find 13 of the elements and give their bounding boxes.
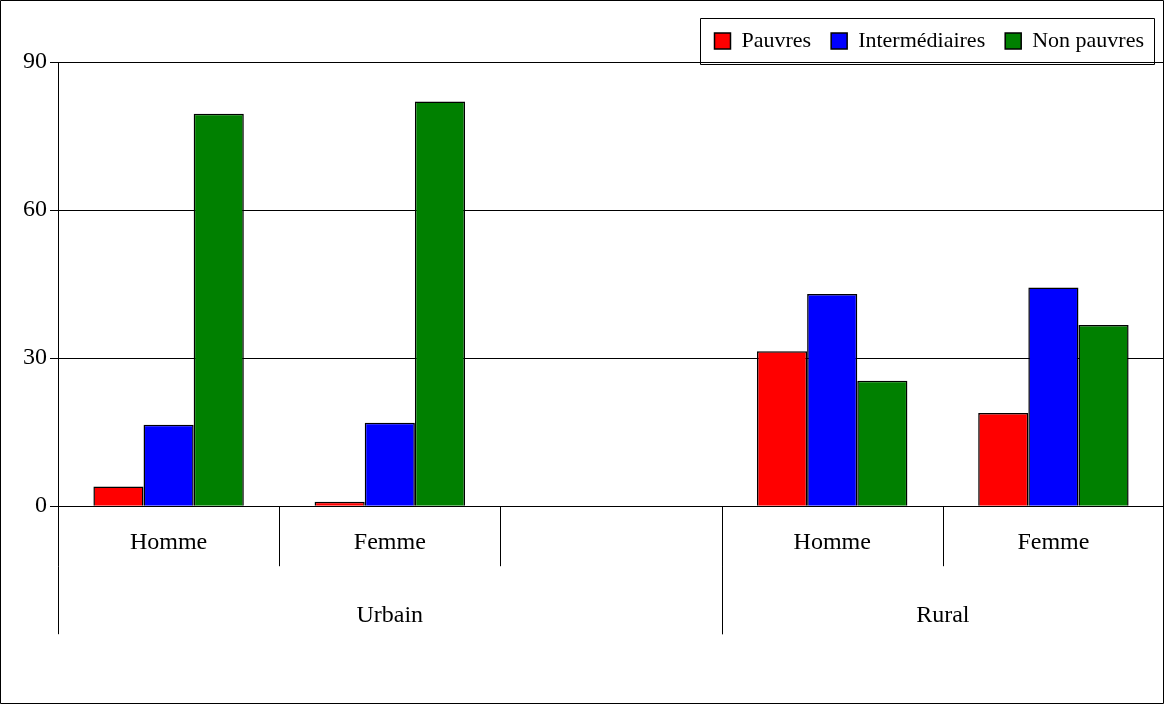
legend-label: Pauvres bbox=[741, 26, 812, 52]
legend-label: Non pauvres bbox=[1032, 26, 1145, 52]
text: Urbain bbox=[356, 601, 424, 628]
y-tick-label: 60 bbox=[23, 195, 47, 222]
y-tick-label: 30 bbox=[23, 343, 47, 370]
y-tick-label: 0 bbox=[35, 491, 47, 518]
x-tick-label: Homme bbox=[793, 527, 871, 554]
text: Rural bbox=[916, 601, 970, 628]
legend-label: Intermédiaires bbox=[858, 26, 986, 52]
x-tick-label: Femme bbox=[353, 527, 426, 554]
x-tick-label: Femme bbox=[1017, 527, 1090, 554]
x-tick-label: Homme bbox=[129, 527, 208, 554]
y-tick-label: 90 bbox=[23, 47, 47, 74]
